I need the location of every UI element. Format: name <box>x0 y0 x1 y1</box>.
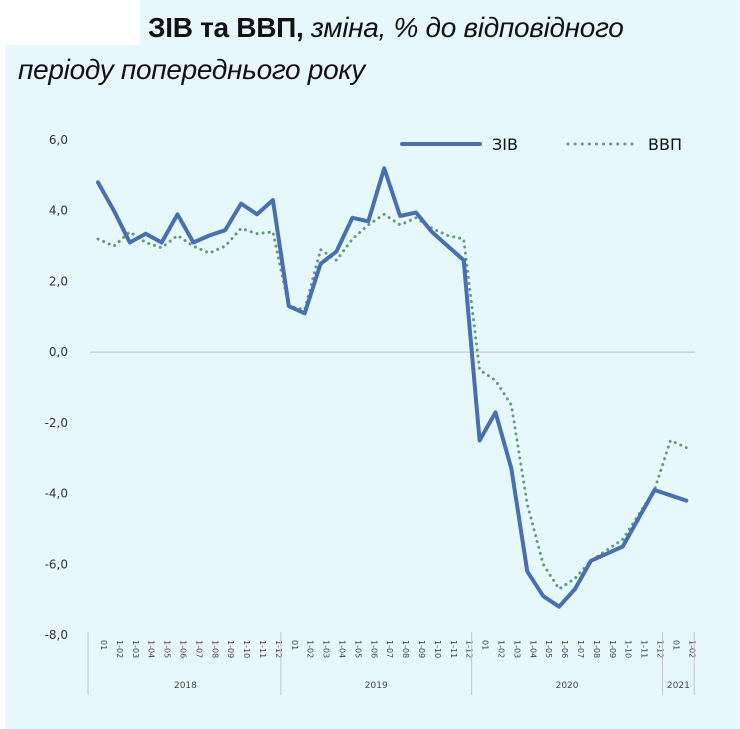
y-tick-label: -4,0 <box>45 487 68 501</box>
x-tick-label: 1-06 <box>369 640 378 658</box>
x-tick-label: 01 <box>99 640 108 650</box>
x-tick-label: 1-07 <box>576 640 585 658</box>
x-group-year-label: 2021 <box>667 681 690 691</box>
x-tick-label: 1-10 <box>433 640 442 658</box>
x-tick-label: 1-05 <box>544 640 553 658</box>
chart-title-bold: ЗІВ та ВВП, <box>148 12 304 43</box>
zib-series-line <box>96 166 689 609</box>
x-tick-label: 1-06 <box>560 640 569 658</box>
x-tick-label: 1-04 <box>338 640 347 658</box>
x-tick-label: 1-12 <box>465 640 474 658</box>
x-tick-label: 1-08 <box>210 640 219 658</box>
x-tick-label: 1-09 <box>608 640 617 658</box>
legend-vvp-label: ВВП <box>648 135 682 154</box>
x-tick-label: 1-06 <box>179 640 188 658</box>
x-tick-label: 1-10 <box>624 640 633 658</box>
y-tick-label: 4,0 <box>49 204 68 218</box>
x-tick-label: 1-11 <box>640 640 649 658</box>
x-tick-label: 1-03 <box>512 640 521 658</box>
left-edge <box>0 0 5 729</box>
x-tick-label: 1-02 <box>687 640 696 658</box>
x-tick-label: 1-11 <box>449 640 458 658</box>
x-tick-label: 1-10 <box>242 640 251 658</box>
x-tick-label: 1-11 <box>258 640 267 658</box>
x-group-year-label: 2020 <box>556 681 579 691</box>
x-group-year-label: 2019 <box>365 681 388 691</box>
top-left-corner <box>0 0 140 45</box>
x-tick-label: 1-07 <box>194 640 203 658</box>
x-tick-label: 1-03 <box>322 640 331 658</box>
x-tick-label: 1-02 <box>115 640 124 658</box>
x-tick-label: 1-05 <box>353 640 362 658</box>
x-tick-label: 1-09 <box>417 640 426 658</box>
x-tick-label: 01 <box>290 640 299 650</box>
x-tick-label: 1-02 <box>497 640 506 658</box>
x-tick-label: 1-04 <box>147 640 156 658</box>
y-tick-label: 6,0 <box>49 133 68 147</box>
x-tick-label: 1-03 <box>131 640 140 658</box>
legend: ЗІВ ВВП <box>400 135 682 154</box>
x-axis: 01 1-02 1-03 1-04 1-05 1-06 1-07 1-08 1-09 1-10 1-… <box>87 632 696 695</box>
x-tick-label: 1-09 <box>226 640 235 658</box>
x-tick-label: 1-05 <box>163 640 172 658</box>
x-tick-label: 01 <box>671 640 680 650</box>
chart-title-line1: ЗІВ та ВВП, зміна, % до відповідного <box>148 12 624 44</box>
y-tick-label: -8,0 <box>45 628 68 642</box>
x-tick-label: 1-12 <box>656 640 665 658</box>
x-tick-label: 1-07 <box>385 640 394 658</box>
y-tick-label: 0,0 <box>49 345 68 359</box>
y-tick-label: -6,0 <box>45 557 68 571</box>
x-tick-label: 1-04 <box>528 640 537 658</box>
y-axis: 6,0 4,0 2,0 0,0 -2,0 -4,0 -6,0 -8,0 <box>45 133 68 642</box>
y-tick-label: 2,0 <box>49 274 68 288</box>
legend-zib-label: ЗІВ <box>492 135 518 154</box>
y-tick-label: -2,0 <box>45 416 68 430</box>
chart-title-italic: зміна, % до відповідного <box>303 12 624 43</box>
x-tick-label: 1-08 <box>401 640 410 658</box>
x-tick-label: 1-12 <box>274 640 283 658</box>
x-tick-label: 1-02 <box>306 640 315 658</box>
x-group-year-label: 2018 <box>174 681 197 691</box>
chart-title-line2: періоду попереднього року <box>18 54 365 85</box>
x-tick-label: 1-08 <box>592 640 601 658</box>
x-tick-label: 01 <box>481 640 490 650</box>
vvp-series-line <box>96 212 688 592</box>
